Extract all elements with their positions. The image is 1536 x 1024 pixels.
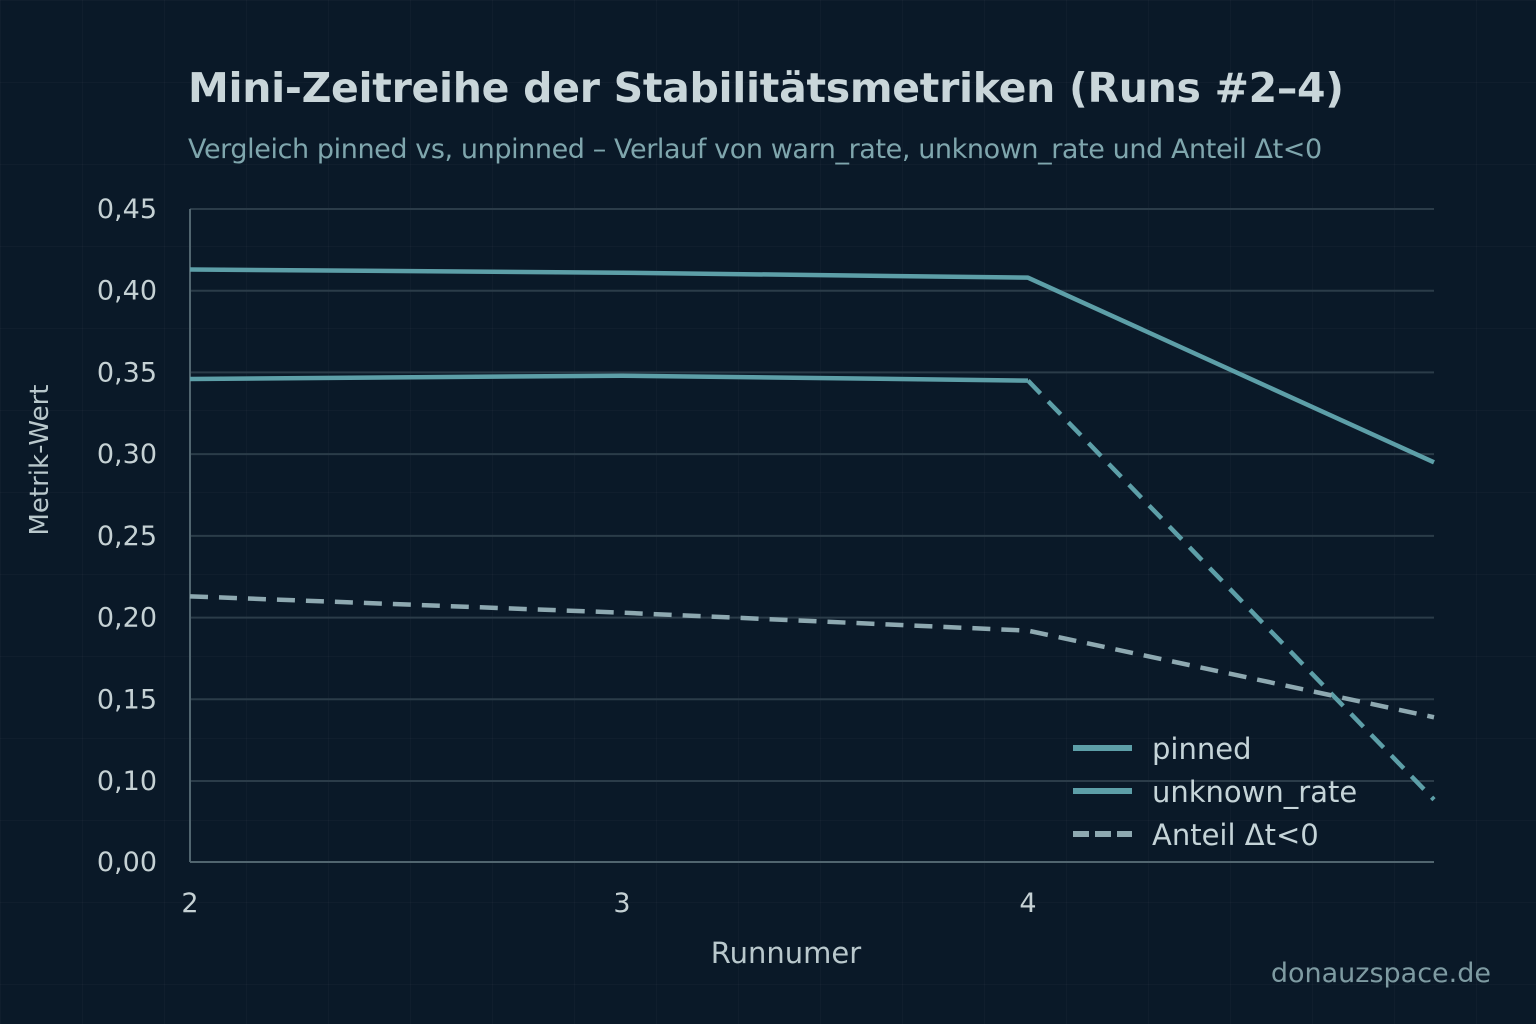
legend-label: pinned <box>1152 732 1251 766</box>
y-tick-label: 0,25 <box>97 521 157 552</box>
series-line-1-dashed-segment <box>1026 379 1436 802</box>
y-tick-label: 0,30 <box>97 439 157 470</box>
x-tick-label: 4 <box>1019 888 1036 919</box>
y-tick-label: 0,15 <box>97 684 157 715</box>
series-line-2 <box>189 594 1435 720</box>
y-tick-label: 0,35 <box>97 357 157 388</box>
chart-subtitle: Vergleich pinned vs, unpinned – Verlauf … <box>188 134 1322 165</box>
chart-title: Mini-Zeitreihe der Stabilitätsmetriken (… <box>188 64 1344 112</box>
watermark: donauzspace.de <box>1270 958 1491 989</box>
y-tick-label: 0,00 <box>97 847 157 878</box>
series-line-0 <box>189 267 1435 465</box>
series-line-1 <box>189 373 1029 383</box>
x-tick-label: 2 <box>181 888 198 919</box>
legend-label: unknown_rate <box>1152 775 1357 809</box>
x-tick-label: 3 <box>613 888 630 919</box>
legend-label: Anteil Δt<0 <box>1152 818 1319 852</box>
x-axis-label: Runnumer <box>710 936 862 970</box>
y-tick-label: 0,20 <box>97 603 157 634</box>
y-tick-label: 0,10 <box>97 766 157 797</box>
y-tick-label: 0,45 <box>97 194 157 225</box>
y-tick-label: 0,40 <box>97 276 157 307</box>
